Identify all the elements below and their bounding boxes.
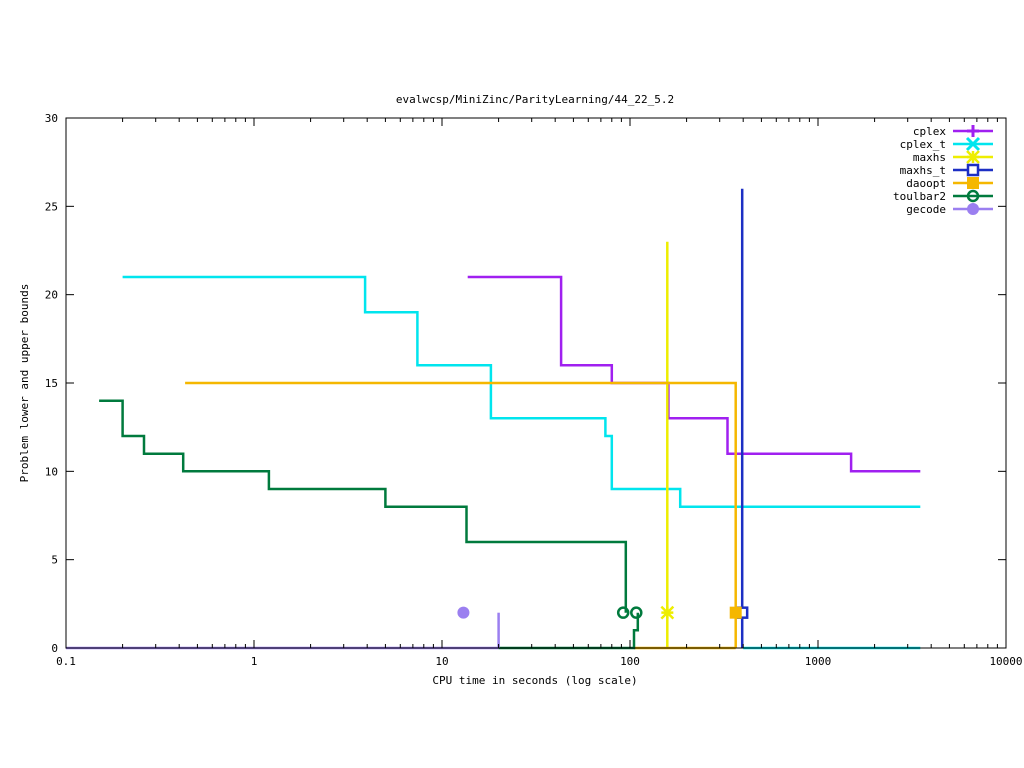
series-line-daoopt bbox=[185, 381, 737, 648]
legend-marker-maxhs_t bbox=[966, 163, 980, 177]
y-tick-label: 5 bbox=[51, 554, 58, 567]
series-cplex bbox=[467, 275, 921, 473]
x-axis-label: CPU time in seconds (log scale) bbox=[432, 674, 637, 687]
series-line-lower-toulbar2 bbox=[498, 612, 640, 650]
x-tick-label: 10 bbox=[435, 655, 448, 668]
x-tick-label: 0.1 bbox=[56, 655, 76, 668]
legend: cplexcplex_tmaxhsmaxhs_tdaoopttoulbar2ge… bbox=[893, 125, 993, 216]
legend-label-daoopt: daoopt bbox=[906, 177, 946, 190]
legend-label-toulbar2: toulbar2 bbox=[893, 190, 946, 203]
legend-label-maxhs: maxhs bbox=[913, 151, 946, 164]
series-line-toulbar2 bbox=[99, 399, 628, 613]
series-line-cplex_t bbox=[122, 275, 921, 508]
axes: 0.1 1 10 100 1000 10000 0 5 10 15 20 25 30 bbox=[45, 112, 1023, 668]
legend-label-maxhs_t: maxhs_t bbox=[900, 164, 946, 177]
legend-marker-daoopt bbox=[967, 177, 979, 189]
series-marker-daoopt bbox=[729, 606, 742, 619]
y-tick-label: 25 bbox=[45, 200, 58, 213]
series-maxhs bbox=[660, 241, 675, 648]
legend-label-gecode: gecode bbox=[906, 203, 946, 216]
series-marker-toulbar2 bbox=[630, 606, 643, 619]
series-toulbar2 bbox=[99, 399, 643, 650]
y-tick-label: 20 bbox=[45, 289, 58, 302]
legend-marker-cplex_t bbox=[965, 136, 981, 152]
y-tick-label: 10 bbox=[45, 465, 58, 478]
legend-marker-cplex bbox=[967, 125, 979, 137]
series-marker-maxhs bbox=[660, 605, 675, 620]
x-tick-label: 100 bbox=[620, 655, 640, 668]
legend-marker-maxhs bbox=[966, 150, 980, 164]
y-axis-label: Problem lower and upper bounds bbox=[18, 284, 31, 483]
series-marker-gecode bbox=[457, 606, 470, 619]
series-marker-toulbar2 bbox=[616, 606, 630, 619]
plot-area bbox=[66, 188, 921, 650]
x-tick-label: 10000 bbox=[989, 655, 1022, 668]
chart-title: evalwcsp/MiniZinc/ParityLearning/44_22_5… bbox=[396, 93, 674, 106]
y-tick-label: 0 bbox=[51, 642, 58, 655]
x-tick-label: 1 bbox=[251, 655, 258, 668]
series-cplex_t bbox=[122, 275, 921, 650]
legend-label-cplex_t: cplex_t bbox=[900, 138, 946, 151]
y-tick-label: 30 bbox=[45, 112, 58, 125]
series-line-cplex bbox=[467, 275, 921, 473]
series-gecode bbox=[66, 606, 500, 650]
legend-marker-toulbar2 bbox=[966, 189, 980, 203]
y-tick-label: 15 bbox=[45, 377, 58, 390]
legend-marker-gecode bbox=[967, 203, 979, 215]
x-tick-label: 1000 bbox=[805, 655, 832, 668]
legend-label-cplex: cplex bbox=[913, 125, 946, 138]
series-maxhs_t bbox=[735, 188, 749, 648]
